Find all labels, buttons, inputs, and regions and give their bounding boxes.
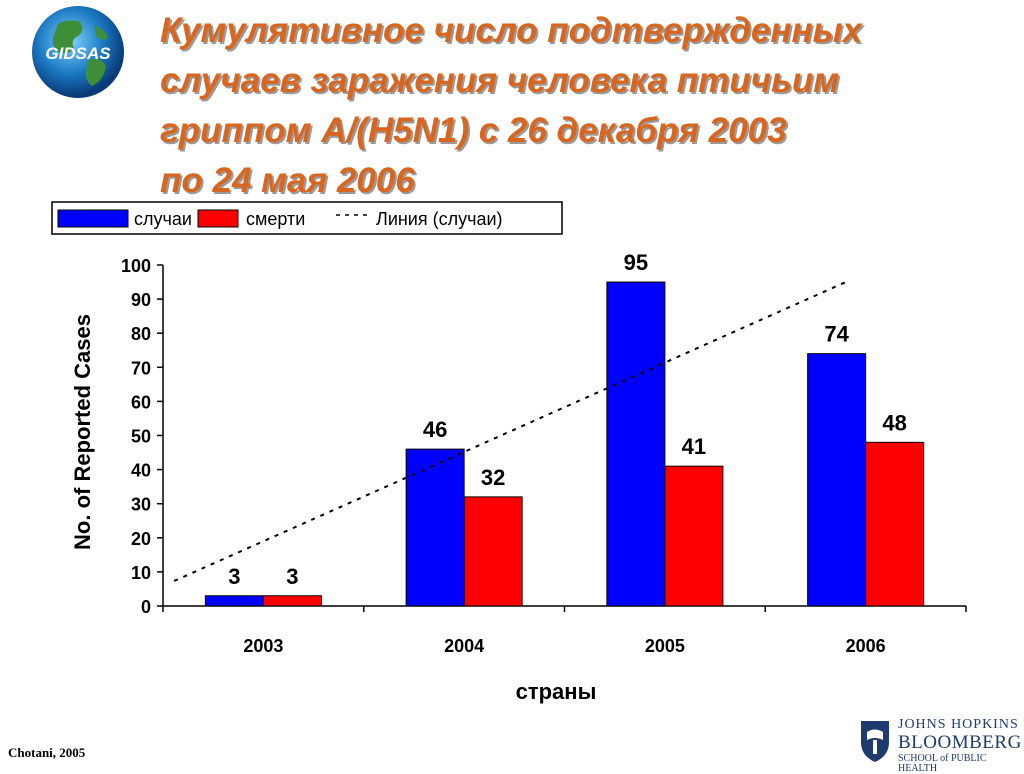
bar-cases: [405, 448, 465, 607]
legend-label-cases: случаи: [134, 209, 192, 229]
y-tick-label: 60: [131, 392, 151, 412]
x-tick-label: 2005: [645, 636, 685, 656]
institution-logo: JOHNS HOPKINS BLOOMBERG SCHOOL of PUBLIC…: [858, 717, 1022, 774]
data-labels: 3 3 46 32 95 41 74 48: [228, 250, 907, 589]
x-tick-label: 2006: [846, 636, 886, 656]
x-tick-label: 2004: [444, 636, 484, 656]
data-label-deaths: 3: [286, 564, 298, 589]
y-axis-label: No. of Reported Cases: [70, 314, 95, 550]
x-tick-label: 2003: [243, 636, 283, 656]
institution-line-1: JOHNS HOPKINS: [898, 717, 1019, 732]
bar-cases: [204, 595, 264, 607]
bar-deaths: [463, 496, 523, 607]
data-label-deaths: 32: [481, 465, 505, 490]
data-label-cases: 3: [228, 564, 240, 589]
data-label-cases: 74: [824, 322, 849, 347]
page-title: Кумулятивное число подтвержденных случае…: [160, 6, 980, 206]
trend-line: [173, 280, 848, 582]
legend-swatch-cases: [57, 209, 129, 228]
y-tick-label: 50: [131, 427, 151, 447]
y-tick-label: 40: [131, 461, 151, 481]
y-tick-label: 30: [131, 495, 151, 515]
data-label-deaths: 48: [882, 410, 906, 435]
data-label-deaths: 41: [682, 434, 706, 459]
bar-cases: [807, 353, 867, 607]
y-tick-label: 80: [131, 324, 151, 344]
jhu-shield-icon: [861, 721, 889, 762]
institution-line-2: BLOOMBERG: [898, 732, 1022, 753]
bar-cases: [606, 281, 666, 607]
title-line-3: гриппом А/(H5N1) с 26 декабря 2003: [160, 111, 787, 150]
title-line-4: по 24 мая 2006: [160, 161, 415, 200]
title-line-1: Кумулятивное число подтвержденных: [160, 11, 862, 50]
y-tick-label: 10: [131, 563, 151, 583]
y-tick-label: 90: [131, 290, 151, 310]
legend-swatch-deaths: [197, 209, 239, 228]
trend-line-cases: [173, 280, 848, 582]
y-tick-label: 20: [131, 529, 151, 549]
bars: [204, 281, 925, 607]
y-tick-label: 100: [121, 256, 151, 276]
data-label-cases: 46: [423, 417, 447, 442]
data-label-cases: 95: [624, 250, 648, 275]
y-tick-label: 70: [131, 358, 151, 378]
bar-deaths: [865, 441, 925, 607]
legend-label-deaths: смерти: [246, 209, 305, 229]
institution-line-3: SCHOOL of PUBLIC HEALTH: [898, 753, 987, 774]
gidsas-logo: GIDSAS: [32, 6, 124, 98]
source-credit: Chotani, 2005: [8, 745, 86, 760]
y-tick-label: 0: [141, 597, 151, 617]
legend: случаи смерти Линия (случаи): [51, 201, 563, 235]
logo-text: GIDSAS: [45, 44, 111, 63]
x-axis-label: страны: [516, 679, 597, 704]
bar-deaths: [262, 595, 322, 607]
bar-deaths: [664, 465, 724, 607]
title-line-2: случаев заражения человека птичьим: [160, 61, 840, 100]
legend-label-trend: Линия (случаи): [376, 209, 503, 229]
